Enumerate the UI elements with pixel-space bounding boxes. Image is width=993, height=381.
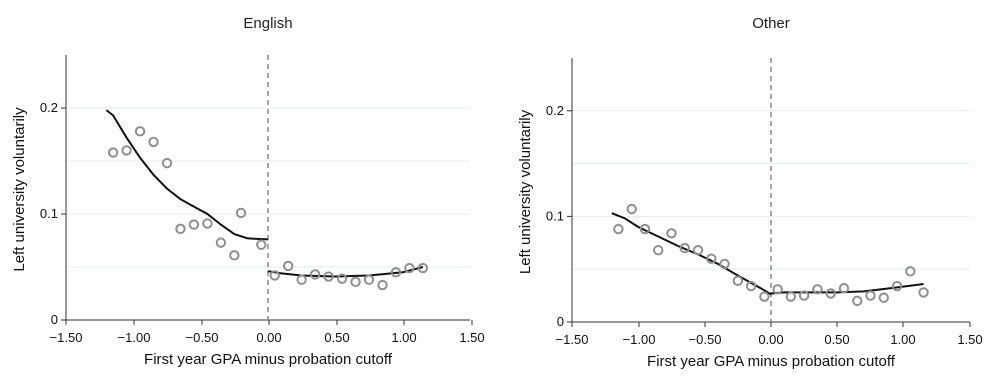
fit-line-right <box>267 266 424 278</box>
data-point <box>283 260 294 272</box>
y-tick-label: 0.1 <box>546 208 564 223</box>
data-point <box>838 283 850 294</box>
fit-line-right <box>770 283 924 295</box>
data-point <box>798 290 810 301</box>
data-point <box>377 279 388 291</box>
data-point <box>229 250 240 261</box>
data-point <box>363 274 375 285</box>
data-point <box>134 126 146 137</box>
x-tick-label: −1.00 <box>118 330 151 345</box>
data-point <box>215 237 227 248</box>
data-point <box>918 287 929 298</box>
data-point <box>121 145 132 156</box>
y-tick-label: 0.1 <box>40 206 58 221</box>
data-point <box>692 244 704 256</box>
chart-title: English <box>243 15 292 32</box>
y-tick-label: 0.2 <box>546 103 564 118</box>
y-tick-label: 0 <box>557 314 564 329</box>
data-point <box>825 288 836 299</box>
fit-line-left <box>611 212 772 296</box>
chart-panel-1: English 0 0.1 0.2 −1.50 −1.00 −0.50 0.00 0.50 1.0… <box>11 15 485 368</box>
x-tick-label: −0.50 <box>186 330 219 345</box>
data-point <box>865 290 876 301</box>
data-point <box>706 253 717 264</box>
data-point <box>785 291 797 302</box>
x-tick-label: 1.00 <box>890 332 915 347</box>
data-point <box>404 262 415 274</box>
data-point <box>256 239 267 250</box>
data-point <box>878 292 889 303</box>
data-point <box>653 244 664 256</box>
data-point <box>336 273 348 284</box>
y-tick-label: 0.2 <box>40 100 58 115</box>
x-tick-label: 1.00 <box>391 330 416 345</box>
x-tick-label: 0.50 <box>824 332 849 347</box>
data-point <box>235 207 247 219</box>
data-point <box>772 284 783 295</box>
data-point <box>188 219 200 230</box>
data-point <box>891 280 903 292</box>
data-point <box>626 203 637 215</box>
x-tick-label: 1.50 <box>957 332 982 347</box>
x-axis-label: First year GPA minus probation cutoff <box>647 353 896 370</box>
data-point <box>296 274 307 285</box>
data-point <box>852 295 863 307</box>
data-point <box>309 269 321 280</box>
chart-title: Other <box>752 15 790 32</box>
data-point <box>745 280 757 292</box>
y-tick-label: 0 <box>51 312 58 327</box>
data-point <box>269 270 280 281</box>
x-tick-label: 0.50 <box>324 330 349 345</box>
y-axis-label: Left university voluntarily <box>517 109 534 274</box>
data-point <box>202 218 213 229</box>
x-tick-label: 1.50 <box>459 330 484 345</box>
data-point <box>613 223 624 235</box>
chart-panel-2: Other 0 0.1 0.2 −1.50 −1.00 −0.50 0.00 0.50 1.00 1… <box>517 15 983 370</box>
data-point <box>759 291 770 302</box>
data-point <box>148 136 159 148</box>
y-axis-label: Left university voluntarily <box>11 107 28 272</box>
data-point <box>161 157 173 169</box>
x-tick-label: −1.00 <box>623 332 656 347</box>
data-point <box>812 284 823 295</box>
x-axis-label: First year GPA minus probation cutoff <box>144 351 393 368</box>
data-point <box>323 271 334 282</box>
x-tick-label: −0.50 <box>689 332 722 347</box>
x-tick-label: −1.50 <box>50 330 83 345</box>
data-point <box>905 266 916 277</box>
x-tick-label: 0.00 <box>256 330 281 345</box>
fit-line-left <box>105 109 269 241</box>
x-tick-label: −1.50 <box>556 332 589 347</box>
data-point <box>175 223 186 235</box>
data-point <box>679 242 690 254</box>
data-point <box>732 275 744 287</box>
x-tick-label: 0.00 <box>758 332 783 347</box>
data-point <box>719 258 730 270</box>
data-point <box>350 276 361 288</box>
data-point <box>107 147 119 158</box>
data-point <box>390 267 402 278</box>
data-point <box>666 228 677 239</box>
data-point <box>417 262 429 274</box>
data-point <box>639 223 651 235</box>
